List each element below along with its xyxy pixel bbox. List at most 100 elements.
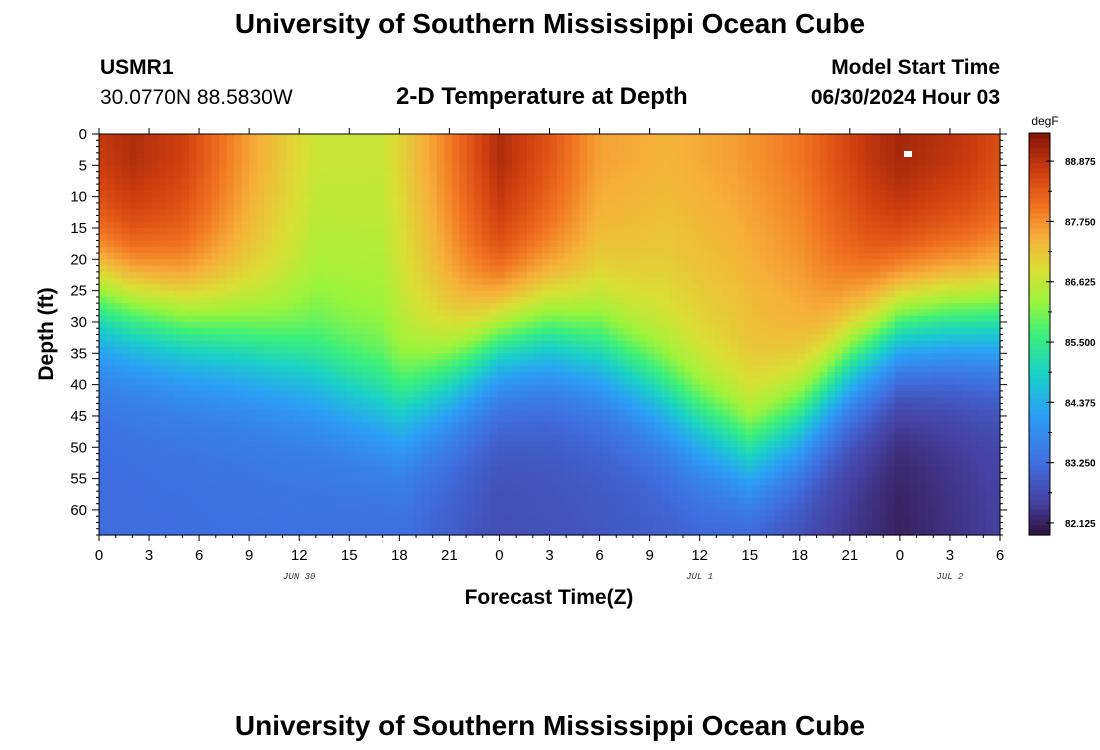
heatmap-cell: [174, 428, 183, 436]
heatmap-cell: [474, 372, 483, 379]
heatmap-cell: [579, 509, 588, 517]
heatmap-cell: [421, 278, 430, 285]
heatmap-cell: [196, 503, 205, 511]
heatmap-cell: [474, 296, 483, 304]
heatmap-cell: [557, 409, 566, 417]
heatmap-cell: [534, 315, 543, 323]
heatmap-cell: [129, 315, 138, 323]
heatmap-cell: [474, 284, 483, 292]
heatmap-cell: [151, 271, 160, 279]
heatmap-cell: [677, 509, 686, 517]
heatmap-cell: [549, 215, 558, 223]
heatmap-cell: [654, 509, 663, 517]
heatmap-cell: [519, 278, 528, 285]
heatmap-cell: [256, 171, 265, 179]
heatmap-cell: [331, 372, 340, 379]
heatmap-cell: [136, 491, 145, 499]
heatmap-cell: [226, 459, 235, 467]
heatmap-cell: [181, 384, 190, 392]
heatmap-cell: [174, 384, 183, 392]
heatmap-cell: [504, 359, 513, 367]
heatmap-cell: [572, 453, 581, 461]
heatmap-cell: [444, 159, 453, 166]
heatmap-cell: [654, 422, 663, 430]
heatmap-cell: [451, 177, 460, 185]
heatmap-cell: [211, 240, 220, 248]
heatmap-cell: [549, 459, 558, 467]
heatmap-cell: [617, 422, 626, 430]
heatmap-cell: [414, 190, 423, 198]
heatmap-cell: [226, 253, 235, 260]
heatmap-cell: [369, 397, 378, 405]
heatmap-cell: [602, 284, 611, 292]
heatmap-cell: [159, 334, 168, 342]
heatmap-cell: [526, 165, 536, 173]
heatmap-cell: [241, 190, 250, 198]
heatmap-cell: [677, 234, 686, 242]
heatmap-cell: [174, 278, 183, 285]
heatmap-cell: [376, 347, 385, 354]
heatmap-cell: [159, 278, 168, 285]
heatmap-cell: [677, 409, 686, 417]
heatmap-cell: [541, 171, 551, 179]
heatmap-cell: [211, 353, 220, 361]
heatmap-cell: [406, 177, 415, 185]
heatmap-cell: [106, 221, 115, 229]
heatmap-cell: [166, 334, 175, 342]
heatmap-cell: [136, 472, 145, 480]
heatmap-cell: [159, 503, 168, 511]
heatmap-cell: [669, 403, 678, 411]
heatmap-cell: [324, 466, 333, 473]
heatmap-cell: [121, 303, 130, 311]
heatmap-cell: [369, 265, 378, 273]
heatmap-cell: [481, 196, 491, 204]
heatmap-cell: [339, 146, 348, 154]
heatmap-cell: [136, 246, 145, 254]
heatmap-cell: [594, 315, 603, 323]
heatmap-cell: [196, 284, 205, 292]
heatmap-cell: [647, 384, 656, 392]
heatmap-cell: [579, 209, 588, 217]
heatmap-cell: [632, 384, 641, 392]
heatmap-cell: [511, 171, 521, 179]
heatmap-cell: [136, 271, 145, 279]
heatmap-cell: [669, 290, 678, 298]
heatmap-cell: [549, 347, 558, 354]
heatmap-cell: [406, 271, 415, 279]
heatmap-cell: [451, 140, 460, 148]
heatmap-cell: [286, 453, 295, 461]
heatmap-cell: [466, 284, 476, 292]
heatmap-cell: [421, 152, 430, 160]
heatmap-cell: [361, 134, 370, 141]
heatmap-cell: [391, 271, 400, 279]
heatmap-cell: [369, 240, 378, 248]
heatmap-cell: [391, 491, 400, 499]
heatmap-cell: [331, 522, 340, 530]
heatmap-cell: [496, 184, 506, 191]
heatmap-cell: [121, 159, 130, 166]
heatmap-cell: [579, 397, 588, 405]
heatmap-cell: [549, 309, 558, 317]
heatmap-cell: [617, 478, 626, 486]
heatmap-cell: [587, 290, 596, 298]
heatmap-cell: [534, 466, 543, 473]
heatmap-cell: [436, 190, 445, 198]
heatmap-cell: [677, 441, 686, 448]
heatmap-cell: [331, 365, 340, 373]
heatmap-cell: [602, 309, 611, 317]
heatmap-cell: [504, 466, 513, 473]
heatmap-cell: [331, 315, 340, 323]
heatmap-cell: [602, 415, 611, 423]
heatmap-cell: [279, 403, 288, 411]
heatmap-cell: [151, 215, 160, 223]
heatmap-cell: [114, 472, 123, 480]
heatmap-cell: [639, 321, 648, 329]
heatmap-cell: [174, 441, 183, 448]
heatmap-cell: [489, 202, 498, 210]
heatmap-cell: [211, 259, 220, 267]
heatmap-cell: [549, 359, 558, 367]
heatmap-cell: [181, 528, 190, 536]
heatmap-cell: [391, 328, 400, 336]
heatmap-cell: [511, 152, 521, 160]
heatmap-cell: [121, 497, 130, 505]
